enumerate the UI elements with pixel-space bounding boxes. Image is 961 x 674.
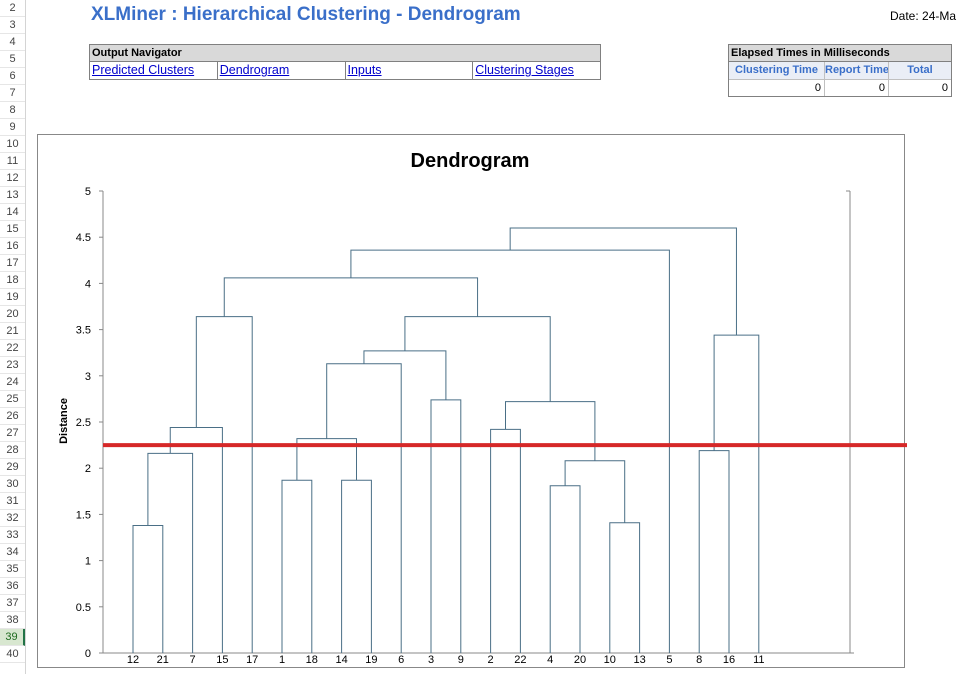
row-number-37[interactable]: 37	[0, 595, 25, 612]
val-report-time: 0	[825, 80, 889, 96]
row-number-4[interactable]: 4	[0, 34, 25, 51]
row-number-27[interactable]: 27	[0, 425, 25, 442]
row-number-8[interactable]: 8	[0, 102, 25, 119]
date-label: Date: 24-Ma	[890, 9, 957, 23]
row-number-17[interactable]: 17	[0, 255, 25, 272]
link-clustering-stages[interactable]: Clustering Stages	[475, 63, 574, 77]
row-number-13[interactable]: 13	[0, 187, 25, 204]
row-number-3[interactable]: 3	[0, 17, 25, 34]
output-navigator: Output Navigator Predicted Clusters Dend…	[89, 44, 601, 80]
row-number-40[interactable]: 40	[0, 646, 25, 663]
row-number-33[interactable]: 33	[0, 527, 25, 544]
row-number-21[interactable]: 21	[0, 323, 25, 340]
elapsed-times-header: Elapsed Times in Milliseconds	[729, 45, 951, 62]
page-title: XLMiner : Hierarchical Clustering - Dend…	[91, 4, 521, 25]
row-number-32[interactable]: 32	[0, 510, 25, 527]
col-total: Total	[907, 64, 933, 76]
row-number-24[interactable]: 24	[0, 374, 25, 391]
row-number-25[interactable]: 25	[0, 391, 25, 408]
row-number-12[interactable]: 12	[0, 170, 25, 187]
row-number-29[interactable]: 29	[0, 459, 25, 476]
col-report-time: Report Time	[825, 62, 889, 79]
row-number-6[interactable]: 6	[0, 68, 25, 85]
val-total: 0	[941, 82, 948, 94]
link-dendrogram[interactable]: Dendrogram	[218, 62, 346, 79]
output-navigator-header: Output Navigator	[90, 45, 600, 62]
row-number-35[interactable]: 35	[0, 561, 25, 578]
row-number-column: 2 3 4 5 6 7 8 9 10 11 12 13 14 15 16 17 18 19 20 21 22 23 24 25…	[0, 0, 26, 674]
row-number-14[interactable]: 14	[0, 204, 25, 221]
row-number-36[interactable]: 36	[0, 578, 25, 595]
row-number-7[interactable]: 7	[0, 85, 25, 102]
row-number-23[interactable]: 23	[0, 357, 25, 374]
row-number-26[interactable]: 26	[0, 408, 25, 425]
row-number-31[interactable]: 31	[0, 493, 25, 510]
row-number-5[interactable]: 5	[0, 51, 25, 68]
link-predicted-clusters[interactable]: Predicted Clusters	[90, 62, 218, 79]
dendrogram-chart[interactable]	[37, 134, 905, 668]
row-number-2[interactable]: 2	[0, 0, 25, 17]
col-clustering-time: Clustering Time	[729, 62, 825, 79]
row-number-11[interactable]: 11	[0, 153, 25, 170]
elapsed-times-table: Elapsed Times in Milliseconds Clustering…	[728, 44, 952, 97]
row-number-9[interactable]: 9	[0, 119, 25, 136]
row-number-15[interactable]: 15	[0, 221, 25, 238]
row-number-20[interactable]: 20	[0, 306, 25, 323]
row-number-30[interactable]: 30	[0, 476, 25, 493]
row-number-18[interactable]: 18	[0, 272, 25, 289]
row-number-38[interactable]: 38	[0, 612, 25, 629]
val-clustering-time: 0	[729, 80, 825, 96]
row-number-22[interactable]: 22	[0, 340, 25, 357]
link-inputs[interactable]: Inputs	[346, 62, 474, 79]
row-number-19[interactable]: 19	[0, 289, 25, 306]
row-number-34[interactable]: 34	[0, 544, 25, 561]
row-number-39[interactable]: 39	[0, 629, 25, 646]
row-number-10[interactable]: 10	[0, 136, 25, 153]
row-number-28[interactable]: 28	[0, 442, 25, 459]
row-number-16[interactable]: 16	[0, 238, 25, 255]
